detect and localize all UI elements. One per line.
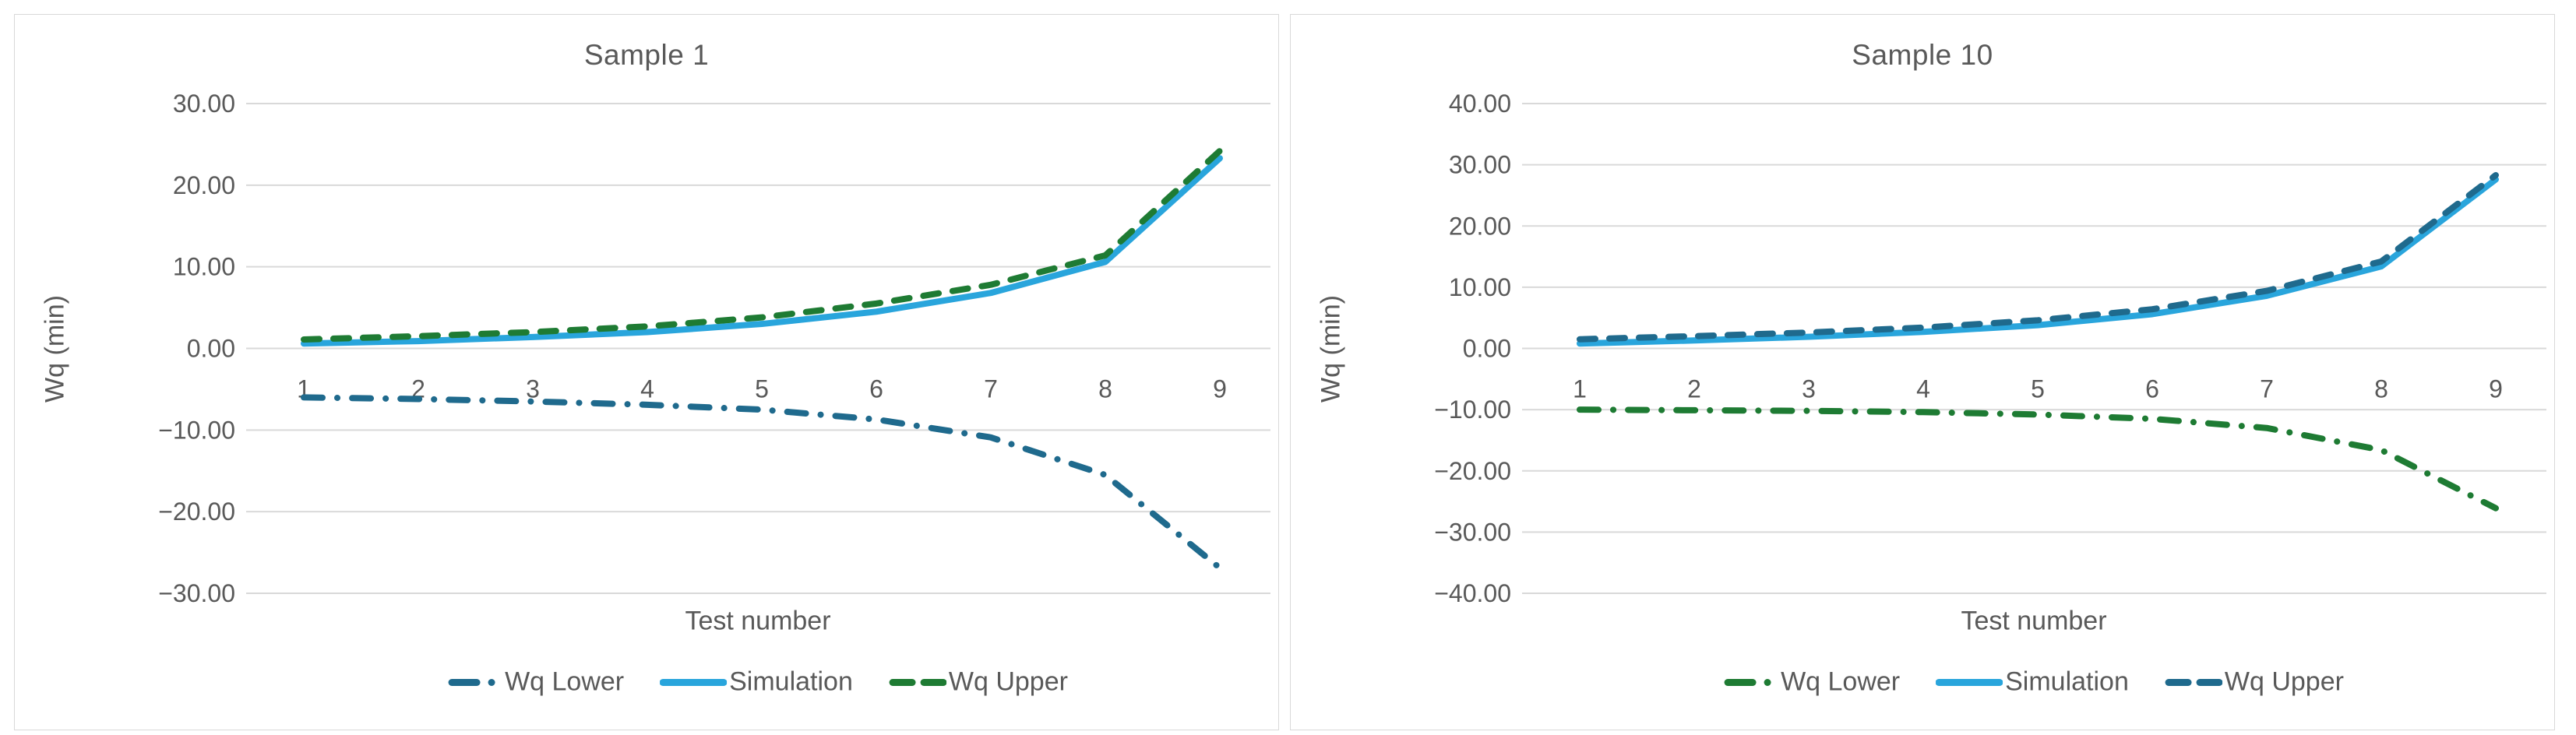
plot-area: 40.00 30.00 20.00 10.00 0.00 −10.00 −20.00 −30.… [1434,90,2546,607]
legend-marker-solid-icon [1936,678,2003,686]
x-tick-label: 9 [2489,375,2503,403]
chart-title: Sample 10 [1852,39,1993,71]
y-tick-label: −10.00 [158,416,235,444]
chart-panel-sample-1[interactable]: Sample 1 Wq (min) 30.00 20.00 10.00 0.00 −10… [14,14,1279,730]
legend-item-wq-lower: Wq Lower [448,667,624,698]
legend-item-simulation: Simulation [1936,667,2129,698]
legend-item-wq-lower: Wq Lower [1724,667,1900,698]
x-axis-title: Test number [1961,606,2107,636]
y-tick-label: −20.00 [1434,457,1511,485]
legend-item-label: Wq Upper [2224,666,2344,697]
x-tick-label: 6 [869,375,883,403]
x-tick-label: 8 [2374,375,2388,403]
series-line-wq-lower [1577,406,2499,512]
legend-item-wq-upper: Wq Upper [889,667,1068,698]
legend-marker-dashed-icon [2165,678,2222,686]
legend-item-wq-upper: Wq Upper [2165,667,2344,698]
y-tick-label: 20.00 [1449,212,1511,240]
legend-item-label: Wq Lower [505,666,625,697]
y-tick-label: 30.00 [1449,151,1511,179]
x-tick-label: 5 [2031,375,2045,403]
x-tick-label: 7 [984,375,998,403]
series-line-wq-upper [301,147,1223,343]
legend-marker-solid-icon [660,678,728,686]
y-tick-label: 40.00 [1449,90,1511,118]
legend-marker-dashdot-icon [448,678,495,686]
legend-marker-dashed-icon [889,678,946,686]
y-tick-label: 20.00 [173,171,235,199]
legend-item-label: Simulation [729,666,853,697]
y-tick-labels: 40.00 30.00 20.00 10.00 0.00 −10.00 −20.00 −30.… [1434,90,1511,607]
legend-item-label: Wq Lower [1781,666,1901,697]
series-line-simulation [1577,176,2499,347]
x-tick-label: 6 [2145,375,2159,403]
y-tick-label: 10.00 [173,253,235,281]
x-tick-label: 9 [1213,375,1227,403]
x-tick-label: 5 [755,375,769,403]
legend-marker-dashdot-icon [1724,678,1771,686]
x-tick-label: 8 [1098,375,1112,403]
legend: Wq Lower Simulation Wq Upper [1724,667,2344,698]
chart-title: Sample 1 [583,39,710,71]
legend-item-label: Simulation [2005,666,2129,697]
legend: Wq Lower Simulation Wq Upper [448,667,1068,698]
y-tick-label: 0.00 [1463,335,1511,363]
x-axis-title: Test number [685,606,831,636]
series-line-wq-lower [301,394,1223,571]
y-tick-label: 0.00 [187,335,235,363]
y-tick-label: 10.00 [1449,273,1511,301]
x-tick-label: 7 [2260,375,2274,403]
x-tick-labels: 1 2 3 4 5 6 7 8 9 [1573,375,2503,403]
y-tick-label: −30.00 [1434,518,1511,546]
gridlines [1522,103,2546,594]
x-tick-label: 4 [640,375,654,403]
x-tick-label: 4 [1916,375,1930,403]
series-line-wq-upper [1577,171,2499,343]
legend-item-label: Wq Upper [948,666,1068,697]
y-tick-label: −30.00 [158,579,235,607]
series-line-simulation [301,155,1223,347]
gridlines [246,103,1270,594]
y-tick-label: −20.00 [158,498,235,526]
chart-panel-sample-10[interactable]: Sample 10 Wq (min) 40.00 30.00 20.00 10.00 0… [1290,14,2555,730]
legend-item-simulation: Simulation [660,667,853,698]
x-tick-label: 3 [526,375,540,403]
y-tick-label: −40.00 [1434,579,1511,607]
y-tick-label: 30.00 [173,90,235,118]
x-tick-label: 1 [1573,375,1587,403]
y-tick-labels: 30.00 20.00 10.00 0.00 −10.00 −20.00 −30.00 [158,90,235,607]
x-tick-label: 2 [1687,375,1701,403]
y-tick-label: −10.00 [1434,396,1511,424]
x-tick-label: 3 [1802,375,1816,403]
